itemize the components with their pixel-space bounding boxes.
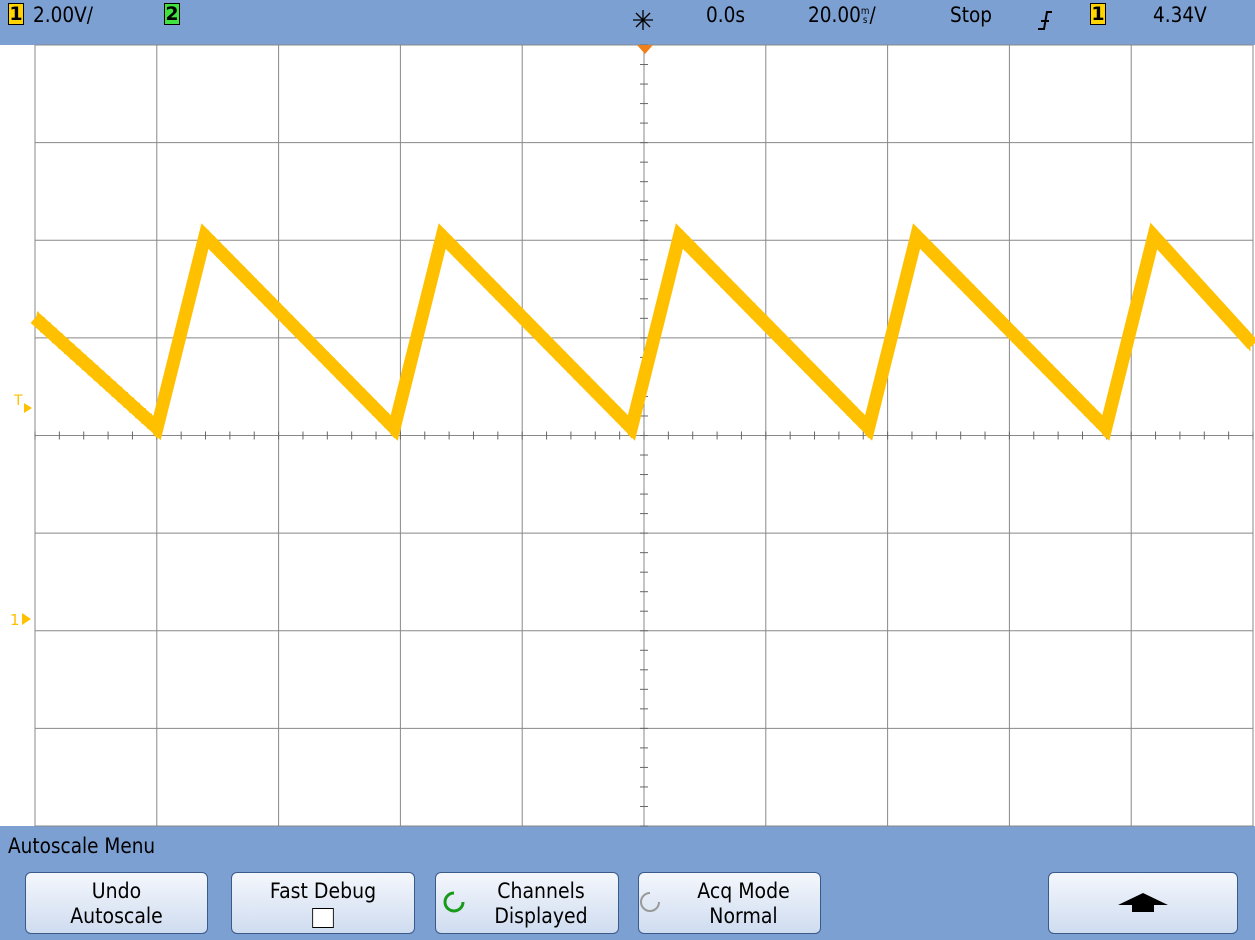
trigger-level-marker: T — [13, 393, 23, 409]
graticule — [35, 45, 1253, 826]
acquisition-icon — [633, 10, 653, 30]
scope-screen: 1 2.00V/ 2 0.0s 20.00ms/ Stop 1 4.34V Au… — [0, 0, 1255, 940]
up-arrow — [1118, 893, 1168, 912]
ground-arrow — [22, 613, 31, 625]
cycle-icon — [445, 893, 463, 911]
trigger-arrow — [24, 403, 32, 413]
trigger-position-marker — [637, 45, 653, 54]
ground-marker: 1 — [10, 611, 20, 629]
trigger-edge-icon — [1038, 12, 1052, 29]
cycle-icon-disabled — [641, 893, 659, 911]
screen-overlay: T 1 — [0, 0, 1255, 940]
